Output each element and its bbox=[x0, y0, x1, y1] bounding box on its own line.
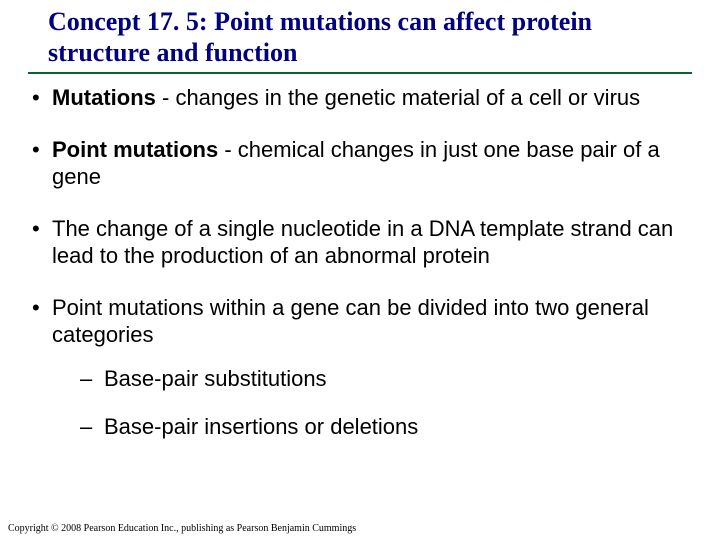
term-mutations: Mutations bbox=[52, 85, 156, 110]
bullet-item-4: Point mutations within a gene can be div… bbox=[28, 294, 692, 442]
sub-bullet-1: Base-pair substitutions bbox=[80, 365, 692, 394]
bullet-item-2: Point mutations - chemical changes in ju… bbox=[28, 136, 692, 191]
bullet-list: Mutations - changes in the genetic mater… bbox=[28, 84, 692, 442]
sub-bullet-list: Base-pair substitutions Base-pair insert… bbox=[52, 365, 692, 442]
sub-bullet-2: Base-pair insertions or deletions bbox=[80, 413, 692, 442]
bullet-4-text: Point mutations within a gene can be div… bbox=[52, 295, 649, 348]
slide: Concept 17. 5: Point mutations can affec… bbox=[0, 0, 720, 442]
def-mutations: - changes in the genetic material of a c… bbox=[156, 85, 640, 110]
copyright-text: Copyright © 2008 Pearson Education Inc.,… bbox=[8, 523, 356, 534]
bullet-item-3: The change of a single nucleotide in a D… bbox=[28, 215, 692, 270]
slide-title: Concept 17. 5: Point mutations can affec… bbox=[48, 6, 692, 70]
term-point-mutations: Point mutations bbox=[52, 137, 218, 162]
bullet-item-1: Mutations - changes in the genetic mater… bbox=[28, 84, 692, 112]
title-underline: Concept 17. 5: Point mutations can affec… bbox=[28, 6, 692, 74]
